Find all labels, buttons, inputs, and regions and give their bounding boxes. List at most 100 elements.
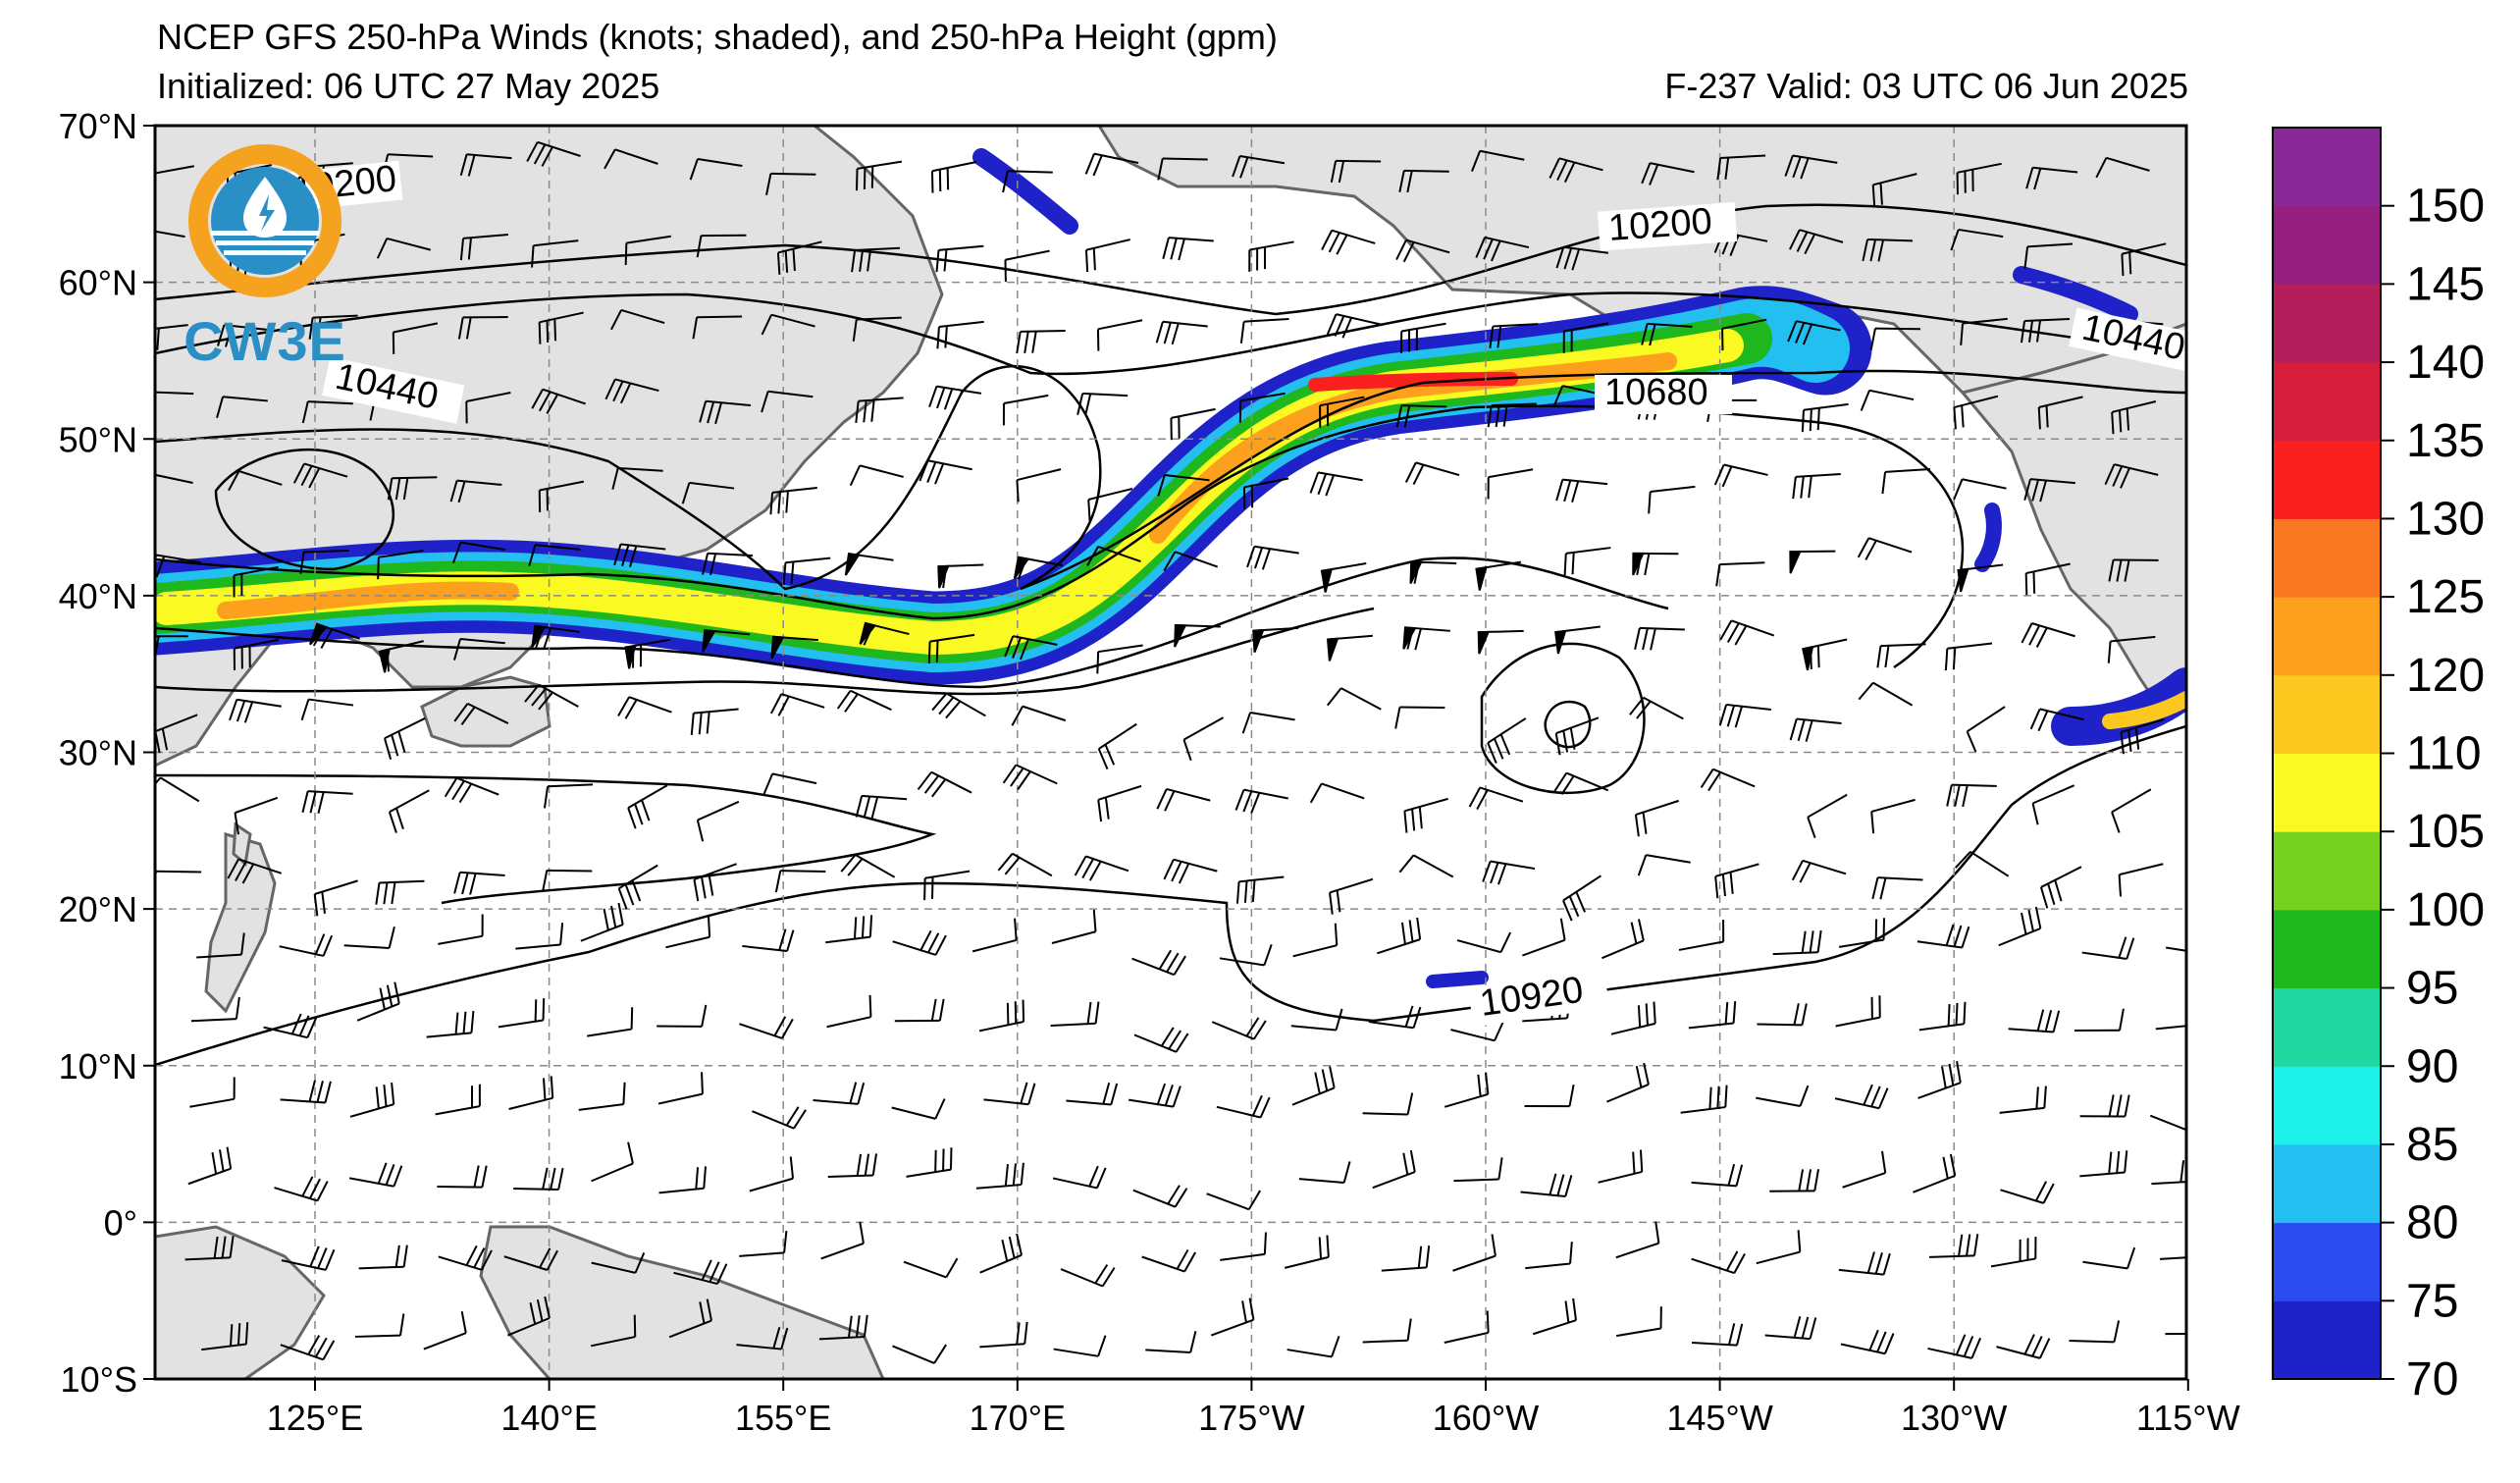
wind-barb [349,1162,403,1188]
colorbar-tick-label: 150 [2406,181,2485,233]
wind-barb [931,692,986,719]
wind-barb [1789,717,1842,742]
wind-barb [1320,562,1367,593]
wind-barb [216,396,268,419]
colorbar-swatch [2273,284,2381,363]
wind-barb [580,902,624,942]
wind-barb [2008,1009,2061,1033]
wind-barb [358,1245,408,1270]
colorbar-tick-label: 75 [2406,1275,2458,1327]
wind-barb [1999,1086,2047,1114]
wind-barb [665,915,711,949]
wind-barb [1802,638,1848,670]
wind-barb [437,1165,488,1189]
wind-barb [1291,1066,1336,1106]
lon-label: 175°W [1198,1398,1304,1438]
wind-barb [782,556,831,585]
contour-10440 [155,365,2186,591]
wind-barb [438,914,484,945]
chart-title: NCEP GFS 250-hPa Winds (knots; shaded), … [157,17,1278,57]
wind-barb [1128,1083,1181,1108]
wind-barb [1450,1020,1505,1042]
colorbar-swatch [2273,1143,2381,1224]
wind-barb [1456,931,1512,954]
wind-barb [2151,1160,2186,1186]
wind-barb [453,871,505,895]
wind-barb [217,324,270,347]
wind-barb [1252,626,1299,653]
wind-barb [190,996,240,1023]
wind-barb [1562,874,1602,922]
wind-barb [2079,1150,2128,1178]
wind-barb [1858,681,1914,707]
wind-barb [1714,863,1759,899]
wind-barb [979,1233,1023,1274]
wind-barb [1615,1306,1662,1338]
wind-barb [524,683,579,711]
wind-barb [856,160,903,191]
wind-barb [919,459,972,485]
wind-barb [836,689,892,713]
wind-barb [1549,157,1603,184]
wind-barb [624,638,670,669]
wind-barb [1050,1001,1100,1028]
wind-barb [196,932,245,959]
wind-barb [2149,1114,2186,1132]
wind-barb [1525,1242,1573,1270]
wind-barb [668,1298,712,1339]
wind-barb [1520,1173,1573,1197]
contour-label-10920: 10920 [1477,970,1585,1025]
wind-barb [1554,716,1600,756]
wind-barb [1004,249,1050,283]
wind-barb [1634,799,1679,837]
wind-barb [459,234,508,261]
wind-barb [1174,623,1221,648]
wind-barb [2165,946,2186,952]
wind-barb [1807,793,1848,838]
colorbar-swatch [2273,362,2381,442]
wind-barb [1182,716,1225,762]
wind-barb [2023,242,2074,269]
wind-barb [1990,1237,2037,1268]
wind-barb [1084,238,1130,273]
wind-barb [1163,551,1219,572]
wind-barb [1606,1062,1650,1103]
wind-barb [189,1077,236,1108]
contour-10800-high [1480,642,1646,794]
colorbar-tick-label: 70 [2406,1353,2458,1405]
wind-barb [1220,1232,1267,1261]
wind-barb [936,320,984,349]
wind-barb [1641,162,1695,185]
wind-barb [1688,1001,1737,1030]
wind-barb [309,622,360,650]
wind-barb [1211,1017,1267,1040]
wind-barb [1691,1163,1744,1188]
wind-barb [2095,156,2150,179]
wind-barb [928,385,982,410]
wind-barb [1918,1001,1967,1032]
wind-barb [1532,1298,1578,1336]
wind-barb [844,553,894,576]
colorbar-tick-label: 110 [2406,728,2482,780]
wind-barb [1757,1003,1808,1027]
wind-barb [852,316,902,342]
wind-barb [1170,407,1216,441]
wind-barb [498,998,546,1029]
contour-labels: 10200 10200 10440 10440 10680 10920 [281,158,2212,1028]
wind-barb [903,1257,959,1279]
wind-barb [1554,625,1601,655]
wind-barb [1719,619,1775,646]
wind-barb [1399,322,1446,353]
wind-barb [1769,1169,1820,1192]
wind-barb [736,1327,789,1351]
wind-barb [392,322,439,354]
colorbar-tick-label: 140 [2406,337,2485,389]
lat-label: 50°N [59,419,137,459]
wind-barb [979,1321,1028,1349]
colorbar-tick-label: 125 [2406,571,2485,623]
wind-barb [1452,1234,1496,1272]
wind-barb [1132,1185,1188,1208]
wind-barb [894,998,945,1023]
wind-barb [233,638,280,670]
